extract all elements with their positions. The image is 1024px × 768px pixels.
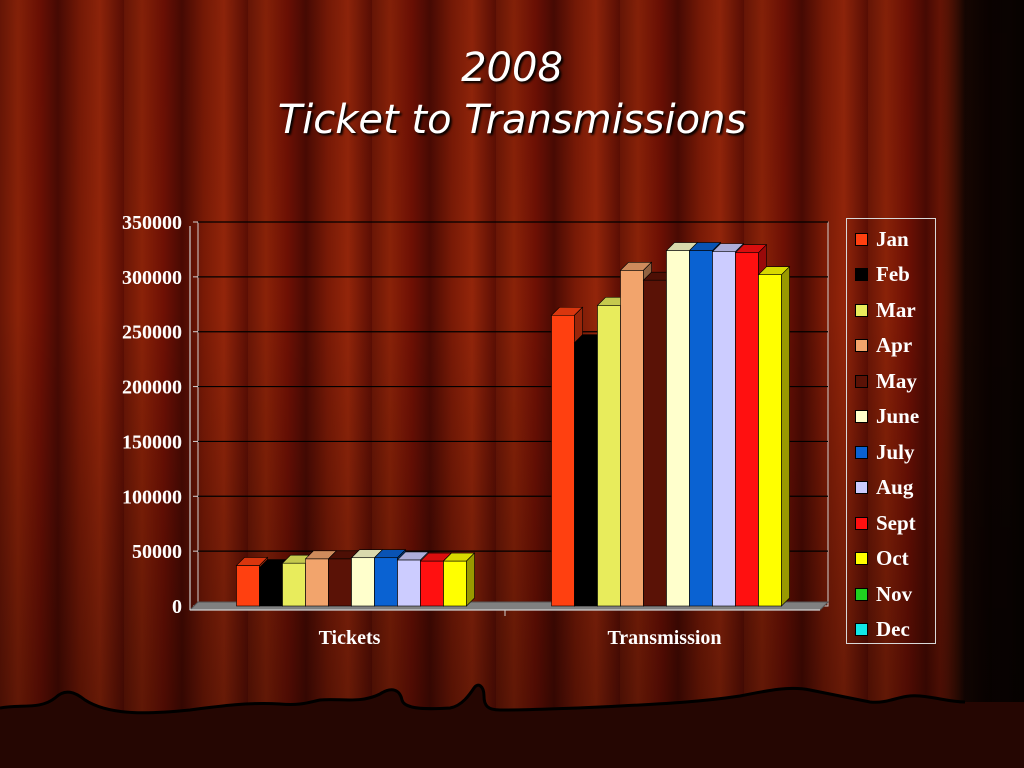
bar <box>735 252 759 607</box>
bar <box>643 279 667 607</box>
legend-swatch <box>855 303 868 317</box>
legend-item: Oct <box>855 546 909 571</box>
bar <box>597 305 621 607</box>
bar <box>282 562 306 607</box>
legend-label: July <box>876 439 915 464</box>
legend-label: Aug <box>876 475 914 499</box>
legend-item: Apr <box>855 333 913 358</box>
y-tick-label: 300000 <box>122 267 182 289</box>
y-tick-label: 250000 <box>122 322 182 344</box>
bar-side <box>466 552 475 607</box>
legend-item: Nov <box>855 582 912 606</box>
bar <box>351 557 375 607</box>
bar <box>574 342 598 607</box>
bar <box>620 269 644 607</box>
legend-swatch <box>855 268 868 281</box>
bar <box>666 250 690 607</box>
legend-label: Mar <box>876 297 916 322</box>
legend-label: June <box>876 404 920 428</box>
y-tick-label: 350000 <box>122 212 182 234</box>
legend-label: Nov <box>876 581 913 606</box>
legend-swatch <box>855 232 868 246</box>
curtain-fringe <box>0 683 1024 768</box>
legend: Jan Feb Mar Apr May June July Aug Sept Oct Nov Dec <box>846 218 936 644</box>
legend-swatch <box>855 410 868 423</box>
y-tick-label: 0 <box>172 596 182 618</box>
legend-swatch <box>855 623 868 636</box>
legend-label: Dec <box>876 617 910 641</box>
legend-item: July <box>855 440 915 464</box>
bar <box>305 558 329 607</box>
x-category-label: Transmission <box>607 627 721 649</box>
legend-item: Sept <box>855 511 916 535</box>
legend-swatch <box>855 374 868 388</box>
legend-swatch <box>855 587 868 601</box>
legend-item: May <box>855 369 917 393</box>
legend-label: Sept <box>876 510 916 535</box>
legend-label: Apr <box>876 333 913 357</box>
x-category-label: Tickets <box>319 627 381 649</box>
legend-label: Oct <box>876 546 909 570</box>
bar <box>443 560 467 607</box>
bar <box>374 557 398 607</box>
legend-item: Aug <box>855 475 914 500</box>
bar <box>551 314 575 607</box>
bar <box>420 560 444 607</box>
legend-label: Feb <box>876 262 910 286</box>
bar <box>689 250 713 607</box>
legend-item: Jan <box>855 227 909 251</box>
bar <box>712 251 736 607</box>
legend-item: June <box>855 404 920 429</box>
bar <box>758 274 782 607</box>
legend-item: Mar <box>855 298 916 322</box>
title-subtitle: Ticket to Transmissions <box>277 97 747 143</box>
bar-side <box>781 265 790 607</box>
legend-swatch <box>855 481 868 494</box>
bar <box>328 558 352 607</box>
title-year: 2008 <box>461 45 563 91</box>
legend-item: Feb <box>855 262 910 287</box>
legend-swatch <box>855 445 868 459</box>
bar <box>397 559 421 607</box>
legend-swatch <box>855 339 868 352</box>
legend-swatch <box>855 552 868 565</box>
legend-label: Jan <box>876 226 909 251</box>
bar <box>236 565 260 607</box>
legend-label: May <box>876 368 917 393</box>
y-tick-label: 150000 <box>122 431 182 453</box>
legend-swatch <box>855 516 868 530</box>
slide-title: 2008 Ticket to Transmissions <box>0 42 1024 146</box>
bar <box>259 567 283 607</box>
y-tick-label: 50000 <box>132 541 182 563</box>
y-tick-label: 100000 <box>122 486 182 508</box>
y-tick-label: 200000 <box>122 377 182 399</box>
legend-item: Dec <box>855 617 910 642</box>
